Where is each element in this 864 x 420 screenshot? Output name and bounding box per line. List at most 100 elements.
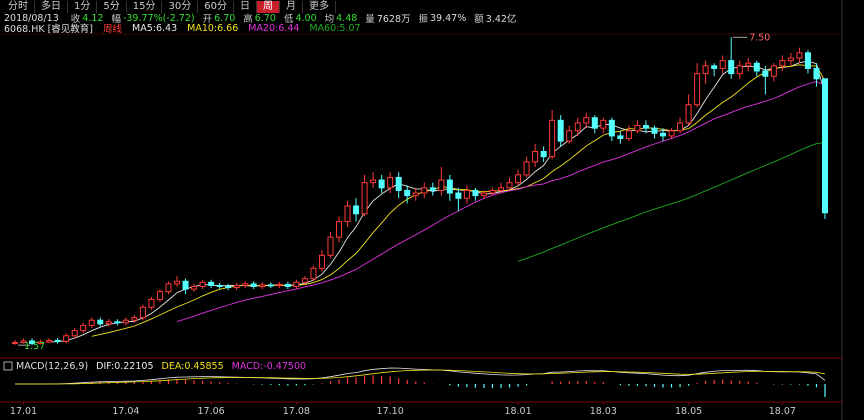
- candle-body: [208, 281, 215, 286]
- candle-body: [54, 339, 61, 343]
- candle-body: [446, 179, 453, 194]
- candle-body: [139, 306, 146, 319]
- info-value: 39.47%: [430, 12, 467, 24]
- info-value: -39.77%(-2.72): [122, 12, 195, 24]
- candle-body: [165, 283, 172, 293]
- candle-body: [557, 119, 564, 142]
- candle-body: [310, 267, 317, 280]
- info-value: 7628万: [376, 14, 411, 25]
- period-tab[interactable]: 更多: [303, 0, 336, 13]
- info-label: 幅: [111, 14, 121, 25]
- macd-legend: MACD(12,26,9) DIF:0.22105 DEA:0.45855 MA…: [4, 360, 314, 372]
- period-tab[interactable]: 60分: [198, 0, 234, 13]
- candle-body: [105, 321, 112, 325]
- period-tab[interactable]: 月: [280, 0, 303, 13]
- candle-body: [199, 281, 206, 287]
- candle-body: [191, 285, 198, 290]
- info-bar: 2018/08/13 收 4.12 幅 -39.77%(-2.72) 开 6.70 高 6.7…: [4, 12, 518, 26]
- candle-body: [46, 339, 53, 343]
- candle-body: [344, 205, 351, 223]
- period-tab[interactable]: 15分: [127, 0, 163, 13]
- candle-body: [404, 189, 411, 197]
- candle-body: [566, 130, 573, 142]
- period-tab[interactable]: 30分: [162, 0, 199, 13]
- ma-legend: MA10:6.66: [187, 22, 239, 34]
- dif-line: [14, 367, 826, 385]
- period-tab[interactable]: 1分: [68, 0, 98, 13]
- candle-body: [787, 57, 794, 62]
- candle-body: [250, 283, 257, 287]
- candle-body: [668, 130, 675, 137]
- candle-body: [549, 119, 556, 158]
- candle-body: [438, 179, 445, 191]
- ma-legend: MA20:6.44: [248, 22, 300, 34]
- x-tick-label: 17.01: [10, 406, 37, 417]
- legend: 6068.HK [睿见教育] 周线 MA5:6.43 MA10:6.66 MA20:…: [4, 22, 371, 36]
- candle-body: [88, 319, 95, 326]
- info-label: 开: [202, 14, 213, 25]
- candle-body: [233, 284, 240, 289]
- candle-body: [642, 125, 649, 129]
- macd-toggle[interactable]: [3, 361, 13, 371]
- period-tab[interactable]: 分时: [2, 0, 35, 13]
- candle-body: [489, 189, 496, 194]
- period-toolbar: 分时 多日 1分 5分 15分 30分 60分日周月更多: [2, 0, 336, 13]
- candle-body: [625, 130, 632, 140]
- candle-body: [506, 182, 513, 189]
- symbol: 6068.HK [睿见教育]: [4, 24, 94, 35]
- ma-legend: MA60:5.07: [309, 22, 361, 34]
- period-tab[interactable]: 日: [234, 0, 257, 13]
- info-label: 高: [243, 14, 253, 25]
- x-tick-label: 17.10: [377, 406, 404, 417]
- candle-body: [148, 298, 155, 308]
- candle-body: [540, 150, 547, 158]
- info-value: 4.12: [82, 12, 104, 24]
- x-tick-label: 18.01: [504, 406, 531, 417]
- candle-body: [711, 65, 718, 69]
- candle-body: [702, 65, 709, 75]
- candle-body: [353, 205, 360, 215]
- info-label: 额: [474, 14, 484, 25]
- candle-body: [804, 52, 811, 69]
- candle-body: [80, 324, 87, 332]
- candle-body: [694, 73, 701, 106]
- info-label: 收: [70, 14, 81, 25]
- candle-body: [796, 52, 803, 59]
- period-tab[interactable]: 5分: [97, 0, 127, 13]
- candle-body: [242, 283, 249, 286]
- candle-body: [336, 221, 342, 238]
- candle-body: [728, 60, 735, 75]
- candle-body: [182, 280, 189, 290]
- period-tab[interactable]: 周: [256, 0, 280, 13]
- ma-line: [49, 60, 826, 343]
- candle-body: [472, 189, 479, 197]
- info-value: 6.70: [254, 12, 276, 24]
- info-label: 量: [365, 14, 375, 25]
- candle-body: [122, 319, 129, 324]
- candle-body: [174, 280, 180, 285]
- candle-body: [429, 187, 436, 191]
- candle-body: [378, 179, 385, 189]
- candle-body: [813, 67, 820, 80]
- dif-label: DIF:0.22105: [96, 360, 154, 372]
- candle-body: [677, 122, 684, 132]
- info-date: 2018/08/13: [4, 12, 59, 24]
- candle-body: [318, 254, 325, 269]
- candle-body: [259, 284, 266, 287]
- period-label: 周线: [103, 24, 123, 35]
- info-label: 均: [324, 14, 335, 25]
- x-tick-label: 17.08: [283, 406, 310, 417]
- candle-body: [29, 340, 36, 345]
- candle-body: [600, 119, 607, 129]
- x-tick-label: 18.03: [590, 406, 617, 417]
- macd-params: MACD(12,26,9): [16, 360, 89, 372]
- candle-body: [515, 174, 522, 184]
- candle-body: [267, 284, 274, 287]
- candle-body: [779, 60, 786, 67]
- candle-body: [225, 285, 232, 289]
- period-tab[interactable]: 多日: [35, 0, 68, 13]
- candle-body: [327, 236, 334, 256]
- info-label: 振: [418, 14, 429, 25]
- candle-body: [719, 60, 726, 69]
